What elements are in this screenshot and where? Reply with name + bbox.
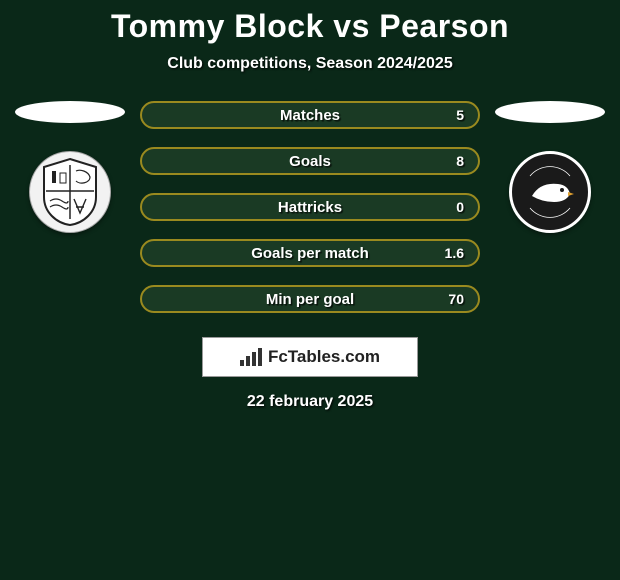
stat-label: Goals per match xyxy=(251,245,369,262)
stat-bar: Goals 8 xyxy=(140,147,480,175)
bird-icon xyxy=(520,162,580,222)
player-right-placeholder xyxy=(495,101,605,123)
stat-bar: Hattricks 0 xyxy=(140,193,480,221)
stat-value-right: 70 xyxy=(448,291,464,307)
stat-label: Hattricks xyxy=(278,199,342,216)
stat-label: Goals xyxy=(289,153,331,170)
stat-bar: Goals per match 1.6 xyxy=(140,239,480,267)
brand-badge: FcTables.com xyxy=(202,337,418,377)
shield-icon xyxy=(40,157,100,227)
player-left-placeholder xyxy=(15,101,125,123)
stat-value-right: 0 xyxy=(456,199,464,215)
stat-bars: Matches 5 Goals 8 Hattricks 0 Goals per match 1… xyxy=(140,101,480,313)
stat-value-right: 1.6 xyxy=(445,245,464,261)
stat-label: Min per goal xyxy=(266,291,354,308)
subtitle: Club competitions, Season 2024/2025 xyxy=(0,55,620,73)
stat-value-right: 8 xyxy=(456,153,464,169)
stat-label: Matches xyxy=(280,107,340,124)
chart-icon xyxy=(240,348,262,366)
stat-value-right: 5 xyxy=(456,107,464,123)
player-left-col xyxy=(10,101,130,233)
player-right-col xyxy=(490,101,610,233)
stat-bar: Min per goal 70 xyxy=(140,285,480,313)
date-text: 22 february 2025 xyxy=(0,393,620,411)
club-badge-right xyxy=(509,151,591,233)
page-title: Tommy Block vs Pearson xyxy=(0,0,620,45)
club-badge-left xyxy=(29,151,111,233)
comparison-block: Matches 5 Goals 8 Hattricks 0 Goals per match 1… xyxy=(0,101,620,313)
stat-bar: Matches 5 xyxy=(140,101,480,129)
brand-text: FcTables.com xyxy=(268,347,380,367)
